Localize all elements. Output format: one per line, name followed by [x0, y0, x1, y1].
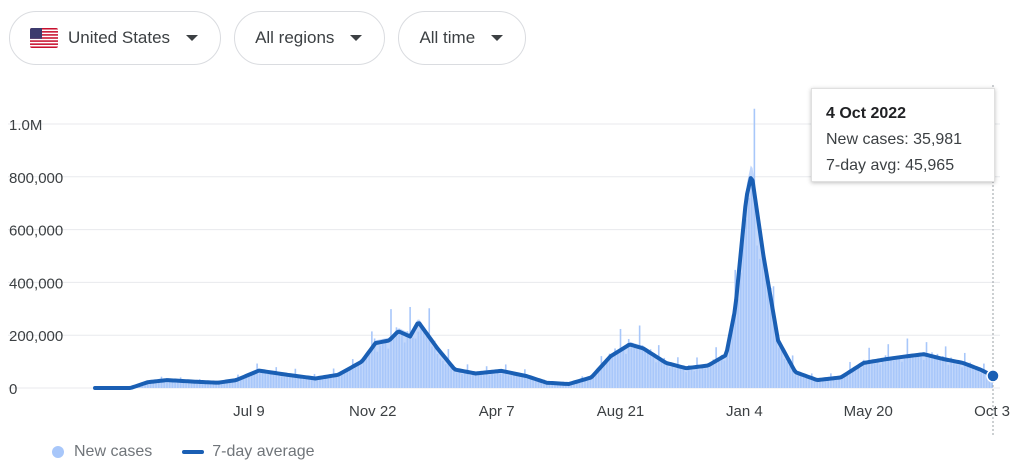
x-tick-label: Jan 4	[726, 403, 763, 420]
x-tick-label: May 20	[844, 403, 893, 420]
us-flag-icon	[30, 28, 58, 48]
chevron-down-icon	[491, 35, 504, 41]
seven-day-average-line	[93, 176, 995, 390]
tooltip-avg: 7-day avg: 45,965	[826, 157, 955, 174]
chart-legend: New cases 7-day average	[52, 443, 315, 461]
chevron-down-icon	[350, 35, 363, 41]
time-range-dropdown[interactable]: All time	[398, 11, 527, 65]
location-dropdown[interactable]: United States	[9, 11, 222, 65]
tooltip-date: 4 Oct 2022	[826, 105, 907, 122]
hover-marker	[986, 369, 1000, 383]
y-tick-label: 400,000	[9, 275, 63, 292]
x-tick-label: Nov 22	[349, 403, 397, 420]
chart-tooltip: 4 Oct 2022 New cases: 35,981 7-day avg: …	[811, 88, 995, 182]
region-dropdown[interactable]: All regions	[234, 11, 386, 65]
time-range-label: All time	[419, 28, 476, 47]
x-tick-label: Aug 21	[597, 403, 645, 420]
y-tick-label: 600,000	[9, 223, 63, 240]
y-tick-label: 200,000	[9, 328, 63, 345]
avg-legend-label: 7-day average	[212, 443, 315, 460]
region-label: All regions	[255, 28, 335, 47]
new-cases-area	[95, 165, 993, 388]
x-tick-label: Jul 9	[233, 403, 265, 420]
location-label: United States	[68, 28, 171, 47]
cases-chart[interactable]: 0 200,000 400,000 600,000 800,000 1.0M Jul 9 No…	[0, 80, 1024, 440]
chevron-down-icon	[186, 35, 199, 41]
y-tick-label: 1.0M	[9, 117, 42, 134]
avg-legend-swatch	[182, 450, 205, 454]
x-tick-label: Oct 3	[974, 403, 1010, 420]
new-cases-legend-label: New cases	[74, 443, 153, 460]
y-tick-label: 0	[9, 381, 17, 398]
tooltip-new-cases: New cases: 35,981	[826, 131, 963, 148]
y-tick-label: 800,000	[9, 170, 63, 187]
x-tick-label: Apr 7	[479, 403, 515, 420]
new-cases-legend-swatch	[52, 446, 64, 458]
filter-bar: United States All regions All time	[9, 11, 527, 65]
